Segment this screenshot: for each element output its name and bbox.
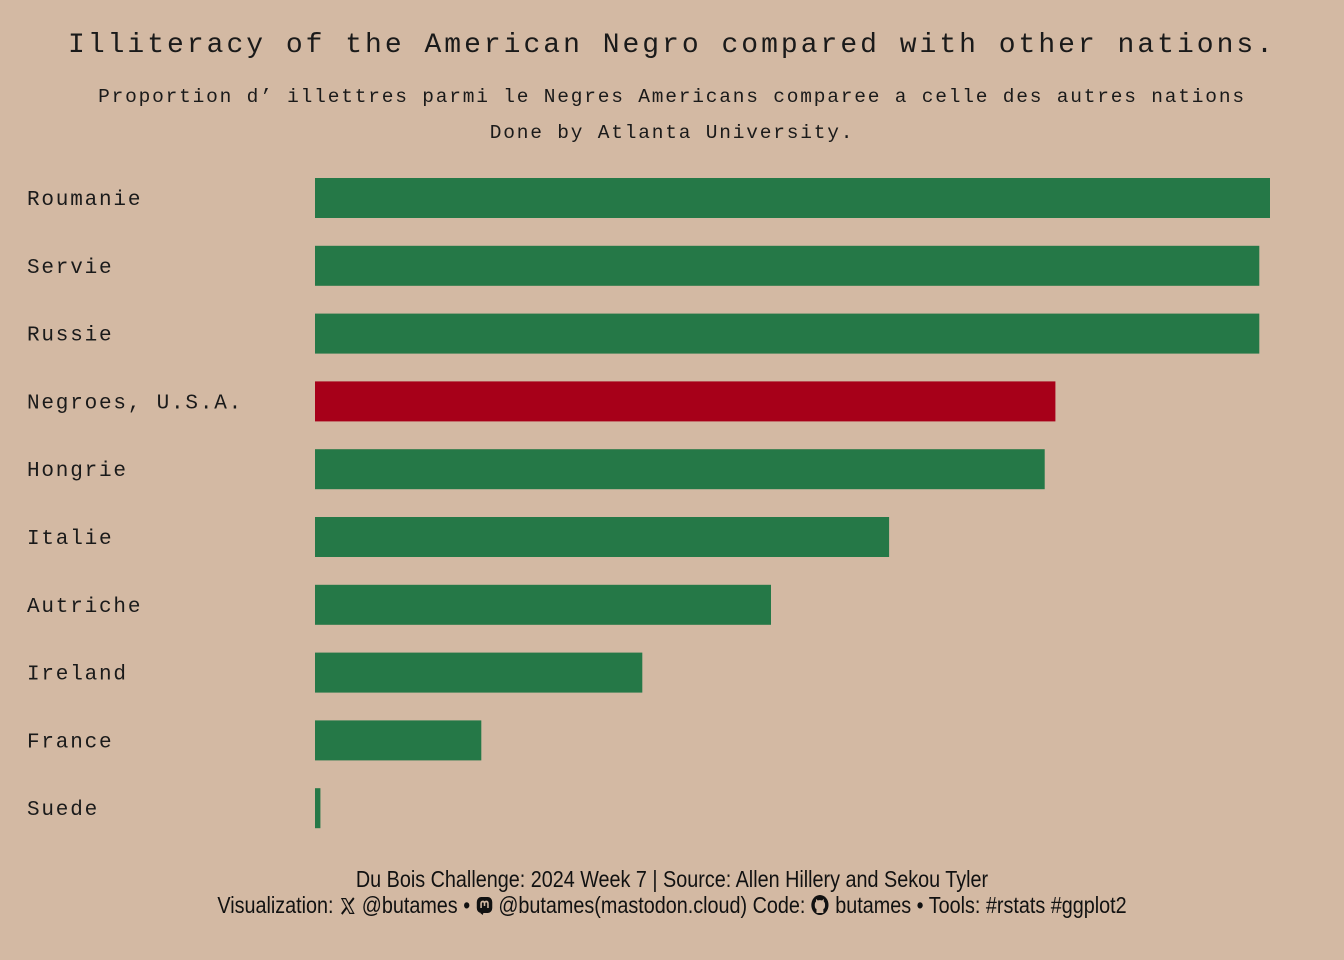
category-label: Russie <box>27 325 113 348</box>
chart-subtitle: Proportion d’ illettres parmi le Negres … <box>98 86 1246 108</box>
bar-france <box>315 720 482 761</box>
category-label: Autriche <box>27 596 142 619</box>
bar-italie <box>315 517 890 557</box>
bar-roumanie <box>315 178 1270 218</box>
category-label: Negroes, U.S.A. <box>27 392 243 415</box>
category-label: Roumanie <box>27 189 142 212</box>
caption-viz-prefix: Visualization: <box>217 892 334 918</box>
chart-title: Illiteracy of the American Negro compare… <box>68 30 1276 61</box>
bar-negroes-u-s-a <box>315 381 1056 422</box>
caption-github-handle: butames <box>835 892 912 918</box>
x-twitter-icon <box>339 895 356 922</box>
bar-autriche <box>315 584 771 625</box>
chart-subtitle-credit: Done by Atlanta University. <box>489 122 855 144</box>
caption-separator: • <box>916 892 924 918</box>
category-label: Italie <box>27 528 113 551</box>
caption-tools: Tools: #rstats #ggplot2 <box>928 892 1127 918</box>
caption-credits: Visualization: @butames • @butames(masto… <box>94 892 1250 922</box>
mastodon-icon <box>476 895 493 922</box>
caption-source: Du Bois Challenge: 2024 Week 7 | Source:… <box>355 866 989 892</box>
github-icon <box>811 894 830 922</box>
bar-russie <box>315 313 1260 354</box>
category-label: France <box>27 731 113 754</box>
caption-mastodon-handle: @butames(mastodon.cloud) <box>498 892 748 918</box>
caption-twitter-handle: @butames <box>361 892 458 918</box>
bar-ireland <box>315 652 643 693</box>
category-label: Ireland <box>27 664 128 687</box>
bar-servie <box>315 245 1260 286</box>
category-label: Suede <box>27 799 99 822</box>
bar-suede <box>315 788 321 829</box>
caption-separator: • <box>463 892 471 918</box>
caption-code-prefix: Code: <box>752 892 806 918</box>
category-label: Hongrie <box>27 460 128 483</box>
bar-hongrie <box>315 449 1045 490</box>
category-label: Servie <box>27 257 113 280</box>
